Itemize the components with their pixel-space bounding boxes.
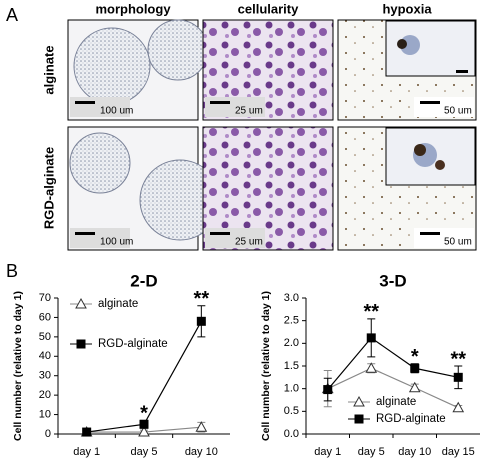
data-point <box>366 333 376 343</box>
y-tick-label: 0.0 <box>284 428 299 440</box>
legend-label: RGD-alginate <box>98 338 168 350</box>
y-tick-label: 2.5 <box>284 315 299 327</box>
scale-label: 100 um <box>100 237 133 248</box>
significance: * <box>411 346 419 368</box>
x-tick-label: day 10 <box>398 446 431 458</box>
x-tick-label: day 15 <box>442 446 475 458</box>
y-tick-label: 30 <box>39 370 51 382</box>
y-tick-label: 0.5 <box>284 405 299 417</box>
legend-marker <box>353 395 365 407</box>
significance: ** <box>363 301 379 323</box>
y-axis-label: Cell number (relative to day 1) <box>12 291 24 441</box>
x-tick-label: day 1 <box>314 446 341 458</box>
y-tick-label: 1.0 <box>284 383 299 395</box>
legend-marker <box>75 297 87 309</box>
legend-label: RGD-alginate <box>376 413 446 425</box>
chart-title: 2-D <box>130 271 157 290</box>
y-tick-label: 60 <box>39 311 51 323</box>
y-tick-label: 50 <box>39 331 51 343</box>
y-tick-label: 20 <box>39 389 51 401</box>
chart-title: 3-D <box>379 271 406 290</box>
scale-label: 25 um <box>235 237 263 248</box>
column-header: hypoxia <box>382 1 432 16</box>
data-point <box>196 316 206 326</box>
scale-label: 50 um <box>444 106 472 117</box>
scale-bars <box>70 97 474 248</box>
y-tick-label: 70 <box>39 292 51 304</box>
significance: * <box>140 403 148 425</box>
x-tick-label: day 5 <box>131 446 158 458</box>
scale-label: 50 um <box>444 237 472 248</box>
data-point <box>453 372 463 382</box>
micrographs: 100 um 25 um 50 um 100 um 25 um 50 um <box>67 19 477 251</box>
series-line <box>327 337 459 390</box>
legend-label: alginate <box>376 396 416 408</box>
significance: ** <box>194 288 210 310</box>
y-tick-label: 10 <box>39 408 51 420</box>
column-header: cellularity <box>238 1 299 16</box>
significance: ** <box>450 348 466 370</box>
data-point <box>408 381 421 393</box>
data-point <box>139 419 149 429</box>
x-tick-label: day 10 <box>185 446 218 458</box>
y-tick-label: 40 <box>39 350 51 362</box>
y-tick-label: 3.0 <box>284 292 299 304</box>
data-point <box>195 421 208 432</box>
y-tick-label: 0 <box>45 428 51 440</box>
x-tick-label: day 1 <box>73 446 100 458</box>
data-point <box>323 385 333 395</box>
row-label: RGD-alginate <box>41 147 56 229</box>
scale-label: 100 um <box>100 106 133 117</box>
panel-label: B <box>6 261 18 281</box>
x-tick-label: day 5 <box>358 446 385 458</box>
data-point <box>365 362 378 373</box>
legend-marker <box>354 414 364 424</box>
y-tick-label: 1.5 <box>284 360 299 372</box>
data-point <box>410 363 420 373</box>
legend-label: alginate <box>98 298 138 310</box>
panel-label: A <box>6 5 18 25</box>
scale-label: 25 um <box>235 106 263 117</box>
data-point <box>138 426 150 437</box>
series-line <box>327 367 459 409</box>
y-axis-label: Cell number (relative to day 1) <box>260 291 272 441</box>
row-label: alginate <box>41 45 56 94</box>
y-tick-label: 2.0 <box>284 337 299 349</box>
data-point <box>82 427 92 437</box>
legend-marker <box>76 339 86 349</box>
column-header: morphology <box>95 1 171 16</box>
data-point <box>452 401 465 413</box>
